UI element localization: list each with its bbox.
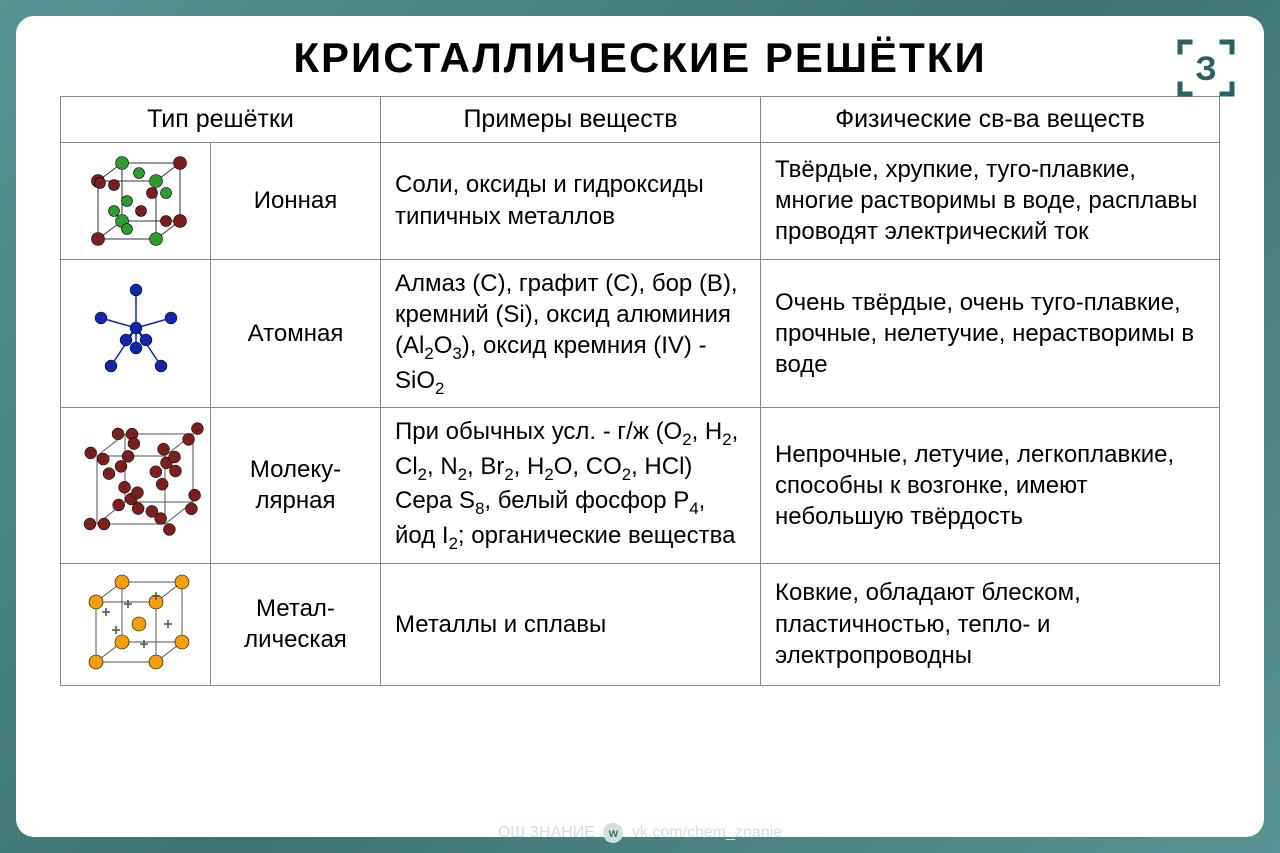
header-type: Тип решётки (61, 97, 381, 143)
table-row: АтомнаяАлмаз (C), графит (C), бор (B), к… (61, 259, 1220, 408)
lattice-properties: Непрочные, летучие, легкоплавкие, способ… (761, 408, 1220, 564)
logo-letter: З (1195, 50, 1216, 88)
lattice-name: Атомная (211, 259, 381, 408)
lattice-examples: При обычных усл. - г/ж (O2, H2, Cl2, N2,… (381, 408, 761, 564)
table-row: Метал-лическаяМеталлы и сплавыКовкие, об… (61, 563, 1220, 685)
lattice-examples: Соли, оксиды и гидроксиды типичных метал… (381, 142, 761, 259)
card: З КРИСТАЛЛИЧЕСКИЕ РЕШЁТКИ Тип решётки Пр… (16, 16, 1264, 837)
footer: ОШ ЗНАНИЕ w vk.com/chem_znanie (0, 823, 1280, 843)
lattice-table: Тип решётки Примеры веществ Физические с… (60, 96, 1220, 686)
lattice-name: Ионная (211, 142, 381, 259)
footer-org: ОШ ЗНАНИЕ (498, 824, 595, 841)
brand-logo: З (1176, 38, 1236, 98)
lattice-icon-molecular (61, 408, 211, 564)
page-title: КРИСТАЛЛИЧЕСКИЕ РЕШЁТКИ (60, 34, 1220, 82)
lattice-icon-atomic (61, 259, 211, 408)
lattice-icon-ionic (61, 142, 211, 259)
lattice-properties: Твёрдые, хрупкие, туго-плавкие, многие р… (761, 142, 1220, 259)
lattice-properties: Очень твёрдые, очень туго-плавкие, прочн… (761, 259, 1220, 408)
lattice-name: Молеку-лярная (211, 408, 381, 564)
table-row: ИоннаяСоли, оксиды и гидроксиды типичных… (61, 142, 1220, 259)
table-body: ИоннаяСоли, оксиды и гидроксиды типичных… (61, 142, 1220, 685)
lattice-examples: Металлы и сплавы (381, 563, 761, 685)
table-row: Молеку-лярнаяПри обычных усл. - г/ж (O2,… (61, 408, 1220, 564)
header-examples: Примеры веществ (381, 97, 761, 143)
lattice-icon-metallic (61, 563, 211, 685)
header-properties: Физические св-ва веществ (761, 97, 1220, 143)
lattice-properties: Ковкие, обладают блеском, пластичностью,… (761, 563, 1220, 685)
lattice-name: Метал-лическая (211, 563, 381, 685)
footer-link: vk.com/chem_znanie (632, 824, 782, 841)
vk-icon: w (603, 823, 623, 843)
table-header-row: Тип решётки Примеры веществ Физические с… (61, 97, 1220, 143)
lattice-examples: Алмаз (C), графит (C), бор (B), кремний … (381, 259, 761, 408)
